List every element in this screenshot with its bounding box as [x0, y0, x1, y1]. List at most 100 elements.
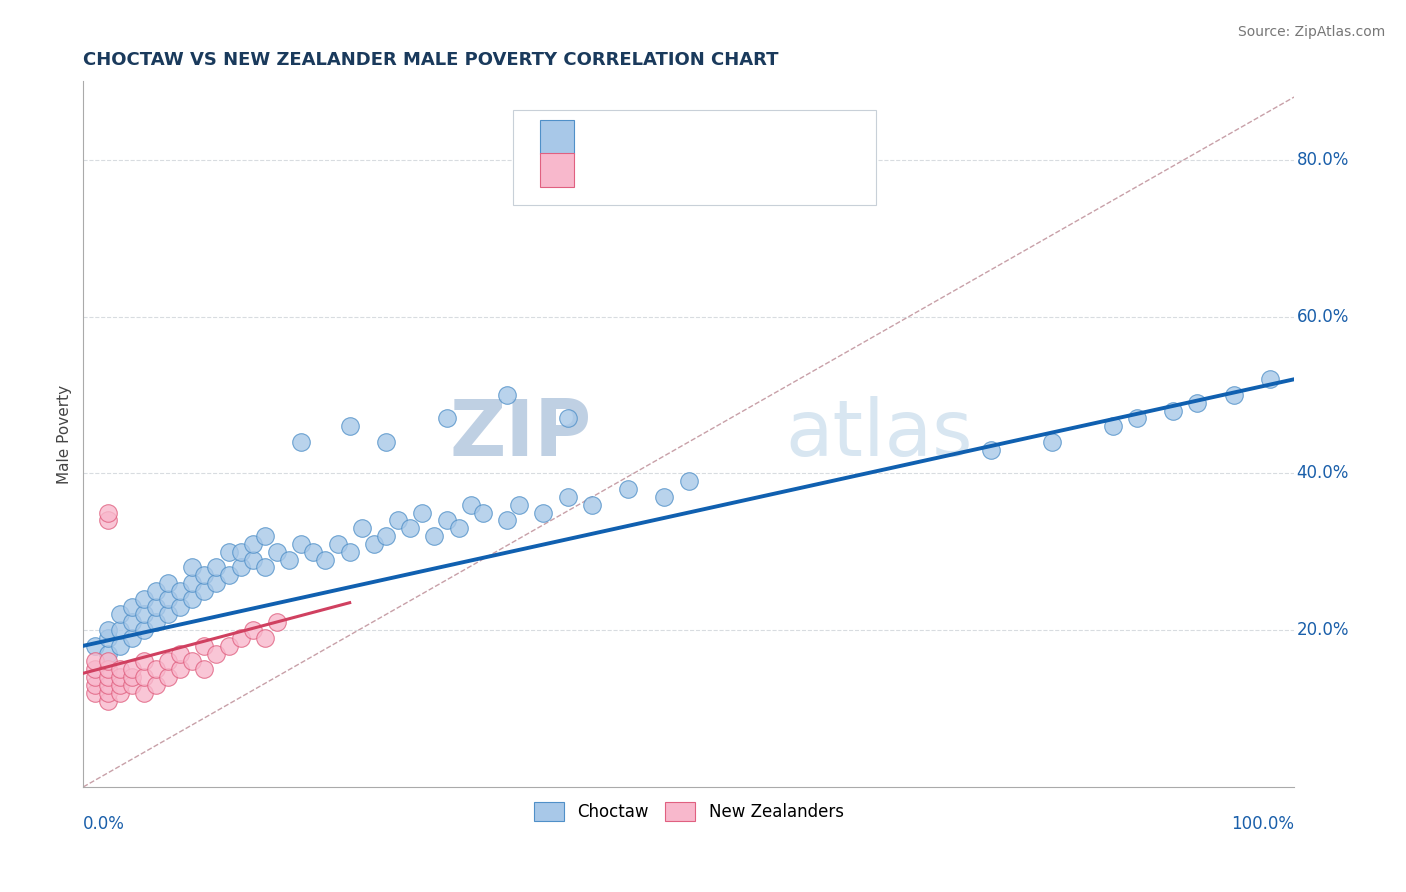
Point	[375, 529, 398, 543]
Point	[339, 545, 361, 559]
Point	[447, 521, 470, 535]
Point	[218, 545, 240, 559]
Point	[157, 670, 180, 684]
Point	[581, 498, 603, 512]
Point	[108, 639, 131, 653]
FancyBboxPatch shape	[513, 110, 876, 205]
Point	[169, 599, 191, 614]
Point	[266, 545, 288, 559]
Point	[96, 655, 118, 669]
Point	[108, 670, 131, 684]
Point	[218, 568, 240, 582]
Point	[181, 560, 204, 574]
Point	[242, 552, 264, 566]
Point	[193, 583, 215, 598]
Text: 100.0%: 100.0%	[1232, 815, 1294, 833]
Point	[253, 560, 276, 574]
Point	[145, 678, 167, 692]
Text: 60.0%: 60.0%	[1296, 308, 1348, 326]
Point	[290, 434, 312, 449]
Point	[531, 506, 554, 520]
Point	[96, 623, 118, 637]
Point	[436, 411, 458, 425]
Text: atlas: atlas	[786, 396, 973, 472]
Point	[96, 513, 118, 527]
Point	[508, 498, 530, 512]
Point	[253, 529, 276, 543]
Point	[108, 623, 131, 637]
Point	[1187, 396, 1209, 410]
Point	[181, 655, 204, 669]
Text: R = 0.326: R = 0.326	[592, 161, 682, 179]
Point	[169, 583, 191, 598]
Text: N = 76: N = 76	[737, 128, 804, 146]
Point	[132, 607, 155, 622]
Point	[302, 545, 325, 559]
Point	[96, 678, 118, 692]
Point	[193, 639, 215, 653]
Point	[229, 631, 252, 645]
Point	[96, 506, 118, 520]
Point	[314, 552, 336, 566]
Text: Source: ZipAtlas.com: Source: ZipAtlas.com	[1237, 25, 1385, 39]
Point	[1101, 419, 1123, 434]
Point	[350, 521, 373, 535]
Point	[132, 655, 155, 669]
Point	[132, 670, 155, 684]
Point	[326, 537, 349, 551]
Point	[229, 560, 252, 574]
Point	[193, 568, 215, 582]
Point	[169, 662, 191, 676]
Point	[132, 623, 155, 637]
Point	[423, 529, 446, 543]
Point	[278, 552, 301, 566]
Point	[496, 513, 519, 527]
Text: N = 38: N = 38	[737, 161, 804, 179]
Text: 20.0%: 20.0%	[1296, 621, 1350, 640]
Bar	[540, 153, 574, 187]
Point	[84, 662, 107, 676]
Point	[436, 513, 458, 527]
Point	[96, 670, 118, 684]
Point	[617, 482, 640, 496]
Point	[1222, 388, 1244, 402]
Point	[205, 560, 228, 574]
Point	[1161, 403, 1184, 417]
Point	[108, 662, 131, 676]
Point	[411, 506, 433, 520]
Point	[121, 678, 143, 692]
Text: ZIP: ZIP	[450, 396, 592, 472]
Point	[266, 615, 288, 630]
Point	[84, 639, 107, 653]
Point	[121, 670, 143, 684]
Point	[145, 615, 167, 630]
Bar	[540, 120, 574, 154]
Text: 0.0%: 0.0%	[83, 815, 125, 833]
Point	[157, 591, 180, 606]
Point	[557, 411, 579, 425]
Point	[363, 537, 385, 551]
Point	[375, 434, 398, 449]
Point	[242, 623, 264, 637]
Point	[181, 576, 204, 591]
Point	[84, 686, 107, 700]
Point	[253, 631, 276, 645]
Point	[678, 474, 700, 488]
Point	[205, 647, 228, 661]
Point	[108, 678, 131, 692]
Point	[460, 498, 482, 512]
Point	[229, 545, 252, 559]
Point	[557, 490, 579, 504]
Point	[132, 686, 155, 700]
Point	[1125, 411, 1147, 425]
Point	[471, 506, 494, 520]
Point	[157, 607, 180, 622]
Point	[121, 615, 143, 630]
Point	[157, 576, 180, 591]
Point	[121, 599, 143, 614]
Point	[654, 490, 676, 504]
Point	[96, 647, 118, 661]
Point	[1040, 434, 1063, 449]
Point	[290, 537, 312, 551]
Point	[496, 388, 519, 402]
